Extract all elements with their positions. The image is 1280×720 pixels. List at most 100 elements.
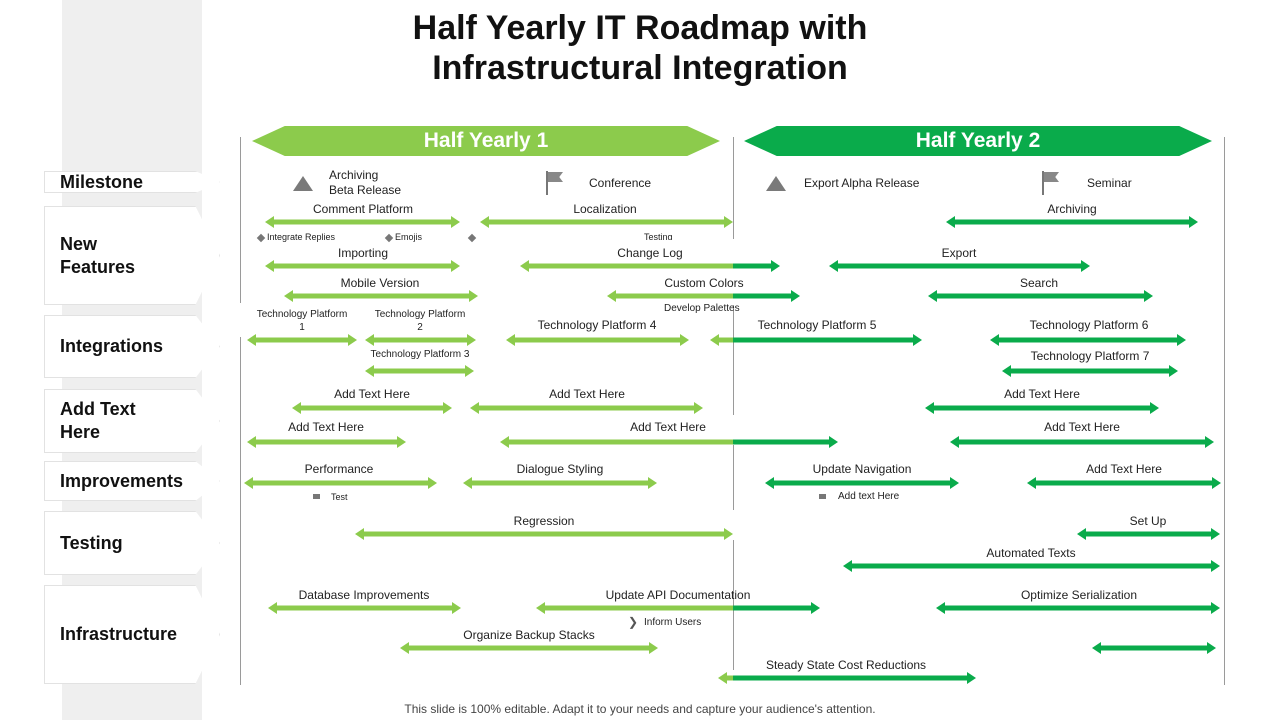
arrow-shaft: [718, 337, 733, 343]
arrow-head: [469, 290, 478, 302]
arrow-shaft: [363, 531, 725, 537]
arrow-head: [718, 672, 727, 684]
arrow-shaft: [488, 219, 725, 225]
bullet-icon: [819, 494, 826, 499]
guide-line-left-top: [240, 137, 241, 303]
arrow-head: [520, 260, 529, 272]
arrow-shaft: [615, 293, 733, 299]
arrow-shaft: [958, 439, 1206, 445]
arrow-head: [648, 477, 657, 489]
sub-label: Testing: [644, 232, 673, 240]
arrow-head: [1211, 560, 1220, 572]
arrow-head: [1081, 260, 1090, 272]
bar-label: Update API Documentation: [605, 588, 751, 602]
category-new-features: New Features: [44, 206, 220, 305]
flag-icon: [544, 171, 564, 195]
arrow-head: [1092, 642, 1101, 654]
category-testing: Testing: [44, 511, 220, 575]
title-line-2: Infrastructural Integration: [432, 49, 848, 87]
arrow-head: [284, 290, 293, 302]
page-title: Half Yearly IT Roadmap with Infrastructu…: [340, 8, 940, 88]
arrow-shaft: [837, 263, 1082, 269]
arrow-head: [463, 477, 472, 489]
header-half-yearly-2: Half Yearly 2: [744, 126, 1212, 156]
bar-label: Optimize Serialization: [1020, 588, 1138, 602]
arrow-shaft: [998, 337, 1178, 343]
sub-label: Add text Here: [838, 491, 900, 502]
arrow-shaft: [300, 405, 444, 411]
arrow-head: [397, 436, 406, 448]
guide-line-mid-1: [733, 137, 734, 239]
category-label: Testing: [60, 532, 123, 553]
category-label: Improvements: [60, 470, 184, 491]
category-label: Integrations: [60, 336, 164, 356]
arrow-head: [1027, 477, 1036, 489]
bar-label: Technology Platform 5: [757, 318, 877, 332]
arrow-head: [843, 560, 852, 572]
arrow-head: [467, 334, 476, 346]
arrow-head: [1211, 602, 1220, 614]
arrow-head: [451, 216, 460, 228]
bar-label: Custom Colors: [664, 276, 744, 290]
bar-label: Automated Texts: [986, 546, 1076, 560]
bar-label: Mobile Version: [340, 276, 420, 290]
category-label: Infrastructure: [60, 624, 178, 644]
arrow-shaft: [936, 293, 1145, 299]
arrow-shaft: [1010, 368, 1170, 374]
arrow-shaft: [373, 368, 466, 374]
arrow-head: [247, 436, 256, 448]
bar-label: Add Text Here: [334, 387, 410, 401]
arrow-shaft: [933, 405, 1151, 411]
arrow-head: [247, 334, 256, 346]
arrow-head: [365, 365, 374, 377]
arrow-shaft: [544, 605, 733, 611]
arrow-shaft: [292, 293, 470, 299]
bar-label: Update Navigation: [812, 462, 912, 476]
bar-label: Export: [941, 246, 977, 260]
arrow-head: [724, 216, 733, 228]
arrow-head: [470, 402, 479, 414]
title-line-1: Half Yearly IT Roadmap with: [412, 9, 868, 47]
bar-label: Add Text Here: [1086, 462, 1162, 476]
guide-line-mid-3: [733, 445, 734, 510]
flag-icon: [1040, 171, 1060, 195]
arrow-shaft: [471, 480, 649, 486]
arrow-head: [936, 602, 945, 614]
arrow-head: [765, 477, 774, 489]
category-add-text-here: Add Text Here: [44, 389, 220, 453]
arrow-head: [946, 216, 955, 228]
bar-label: Database Improvements: [298, 588, 430, 602]
arrow-head: [400, 642, 409, 654]
arrow-head: [913, 334, 922, 346]
arrow-head: [1211, 528, 1220, 540]
arrow-shaft: [255, 439, 398, 445]
arrow-head: [1144, 290, 1153, 302]
arrow-shaft: [1085, 531, 1212, 537]
arrow-shaft: [954, 219, 1190, 225]
arrow-head: [480, 216, 489, 228]
arrow-head: [680, 334, 689, 346]
arrow-head: [811, 602, 820, 614]
milestone-conference: Conference: [589, 176, 652, 190]
arrow-head: [1150, 402, 1159, 414]
bar-label: Dialogue Styling: [516, 462, 604, 476]
arrow-shaft: [273, 219, 452, 225]
arrow-head: [536, 602, 545, 614]
arrow-shaft: [733, 675, 968, 681]
triangle-icon: [766, 176, 786, 191]
arrow-head: [451, 260, 460, 272]
arrow-head: [348, 334, 357, 346]
arrow-head: [950, 436, 959, 448]
arrow-head: [925, 402, 934, 414]
footer-note: This slide is 100% editable. Adapt it to…: [404, 702, 876, 716]
chevron-right-icon: ❯: [628, 615, 639, 629]
arrow-head: [649, 642, 658, 654]
arrow-head: [265, 260, 274, 272]
bar-label: Archiving: [1047, 202, 1097, 216]
bar-label: Technology Platform 7: [1030, 349, 1150, 363]
arrow-shaft: [408, 645, 650, 651]
arrow-head: [829, 436, 838, 448]
header-half-yearly-1: Half Yearly 1: [252, 126, 720, 156]
arrow-head: [771, 260, 780, 272]
arrow-head: [292, 402, 301, 414]
